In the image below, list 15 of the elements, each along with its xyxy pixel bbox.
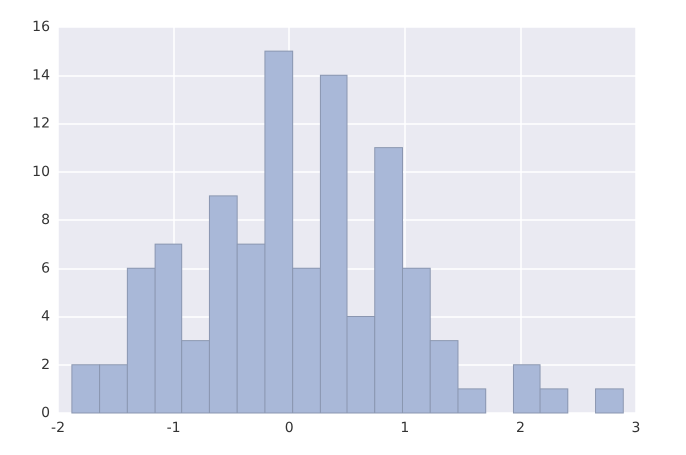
x-tick-label: -1 <box>166 420 181 436</box>
x-tick-label: -2 <box>51 420 65 436</box>
y-tick-label: 4 <box>41 308 50 324</box>
y-tick-label: 12 <box>32 116 50 132</box>
x-tick-label: 0 <box>284 420 294 436</box>
y-tick-label: 10 <box>32 164 50 180</box>
y-tick-label: 16 <box>32 19 50 35</box>
x-tick-label: 1 <box>400 420 410 436</box>
y-tick-label: 8 <box>41 212 50 228</box>
y-tick-label: 0 <box>41 405 50 421</box>
x-tick-label: 3 <box>632 420 640 436</box>
y-tick-label: 6 <box>41 260 50 276</box>
y-tick-label: 14 <box>32 67 50 84</box>
x-tick-label: 2 <box>516 420 525 436</box>
y-tick-label: 2 <box>41 356 50 373</box>
